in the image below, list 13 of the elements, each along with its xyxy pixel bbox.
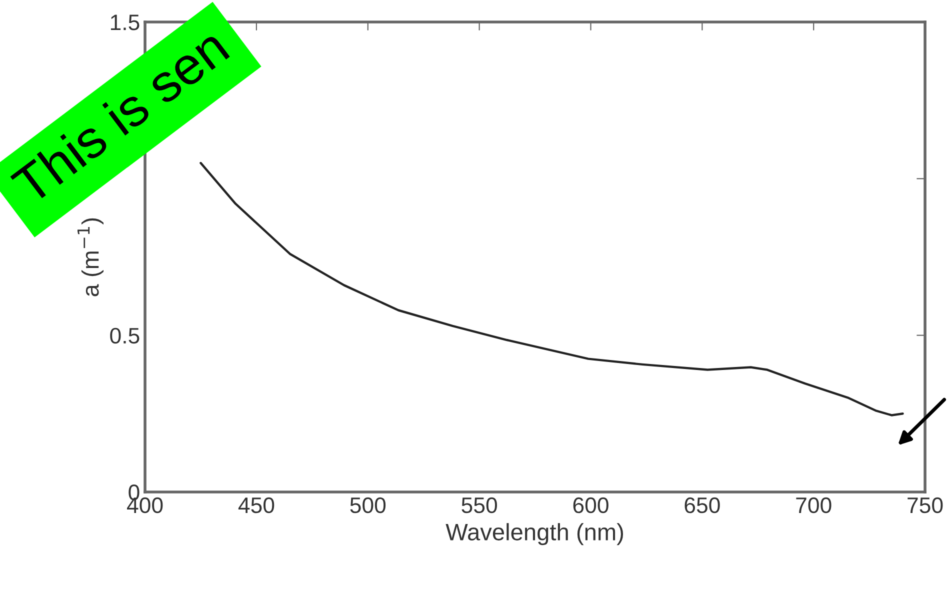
x-tick-label: 450 xyxy=(238,497,274,514)
y-axis-title: a (m$^{−1}$) xyxy=(78,218,104,296)
x-tick-label: 550 xyxy=(462,497,497,514)
x-tick-label: 750 xyxy=(908,497,943,514)
y-tick-label: 1.5 xyxy=(110,14,140,30)
x-tick-label: 600 xyxy=(573,497,608,514)
line-series xyxy=(200,162,904,416)
x-tick-label: 650 xyxy=(684,497,720,514)
annotation: This is sen xyxy=(10,34,230,206)
y-tick-label: 0.5 xyxy=(110,328,140,344)
x-axis-title: Wavelength (nm) xyxy=(446,523,624,546)
x-tick-label: 500 xyxy=(350,497,386,514)
x-tick-label: 700 xyxy=(796,497,832,514)
